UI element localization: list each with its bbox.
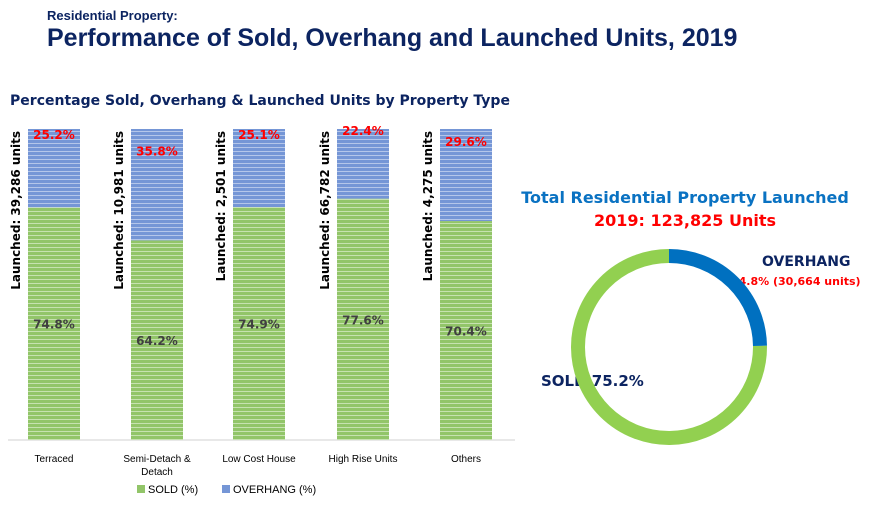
- donut-title: Total Residential Property Launched: [521, 188, 849, 207]
- overhang-data-label: 29.6%: [445, 135, 487, 149]
- legend-label: OVERHANG (%): [233, 484, 316, 496]
- sold-data-label: 70.4%: [445, 325, 487, 339]
- bar-chart-title: Percentage Sold, Overhang & Launched Uni…: [10, 93, 510, 109]
- donut-slice-overhang: [668, 249, 767, 347]
- category-tick-label: Others: [451, 454, 481, 465]
- bar-sold: [440, 221, 492, 440]
- subtitle: Residential Property:: [47, 8, 178, 23]
- bar-sold: [28, 207, 80, 440]
- sold-data-label: 64.2%: [136, 334, 178, 348]
- overhang-value: 24.8% (30,664 units): [731, 275, 861, 288]
- category-tick-label: Low Cost House: [222, 454, 296, 465]
- bar-overhang: [440, 129, 492, 222]
- bar-overhang: [233, 129, 285, 208]
- launched-label: Launched: 10,981 units: [112, 131, 126, 290]
- sold-data-label: 74.8%: [33, 318, 75, 332]
- legend-label: SOLD (%): [148, 484, 198, 496]
- category-tick-label: Semi-Detach &: [123, 454, 191, 465]
- sold-label: SOLD 75.2%: [541, 372, 644, 390]
- bar-sold: [131, 240, 183, 440]
- bar-sold: [337, 198, 389, 440]
- bar-overhang: [28, 129, 80, 208]
- overhang-data-label: 25.1%: [238, 128, 280, 142]
- category-tick-label: Detach: [141, 467, 173, 478]
- overhang-data-label: 22.4%: [342, 124, 384, 138]
- bar-overhang: [337, 129, 389, 199]
- launched-label: Launched: 4,275 units: [421, 131, 435, 281]
- sold-data-label: 77.6%: [342, 313, 384, 327]
- bar-sold: [233, 207, 285, 440]
- overhang-label: OVERHANG: [762, 254, 851, 270]
- launched-label: Launched: 2,501 units: [214, 131, 228, 281]
- overhang-data-label: 25.2%: [33, 128, 75, 142]
- category-tick-label: Terraced: [35, 454, 74, 465]
- overhang-data-label: 35.8%: [136, 145, 178, 159]
- legend-swatch: [222, 485, 230, 493]
- category-tick-label: High Rise Units: [329, 454, 398, 465]
- donut-subtitle: 2019: 123,825 Units: [594, 211, 776, 230]
- legend-swatch: [137, 485, 145, 493]
- page-title: Performance of Sold, Overhang and Launch…: [47, 24, 738, 52]
- donut-slice-sold: [571, 249, 767, 445]
- launched-label: Launched: 39,286 units: [9, 131, 23, 290]
- sold-data-label: 74.9%: [238, 318, 280, 332]
- launched-label: Launched: 66,782 units: [318, 131, 332, 290]
- bar-overhang: [131, 129, 183, 241]
